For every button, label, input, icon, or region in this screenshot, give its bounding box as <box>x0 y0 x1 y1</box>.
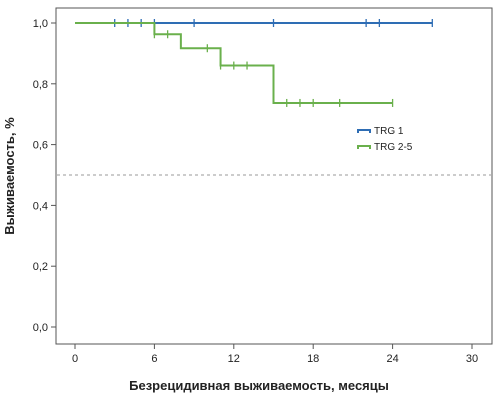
y-axis: 0,0 0,2 0,4 0,6 0,8 1,0 <box>33 18 56 334</box>
legend-swatch-1 <box>357 129 371 133</box>
y-tick-label: 0,0 <box>33 322 48 334</box>
plot-frame <box>55 7 493 345</box>
series-layer <box>75 19 433 107</box>
x-tick-label: 0 <box>72 353 78 365</box>
y-axis-title: Выживаемость, % <box>2 117 17 235</box>
x-axis-title: Безрецидивная выживаемость, месяцы <box>129 378 389 393</box>
legend-swatch-2 <box>357 145 371 149</box>
legend: TRG 1 TRG 2-5 <box>357 126 413 153</box>
x-tick-label: 24 <box>386 353 398 365</box>
legend-label-2: TRG 2-5 <box>374 142 413 153</box>
y-tick-label: 1,0 <box>33 18 48 30</box>
x-tick-label: 30 <box>466 353 478 365</box>
y-tick-label: 0,8 <box>33 79 48 91</box>
x-tick-label: 18 <box>307 353 319 365</box>
x-tick-label: 12 <box>228 353 240 365</box>
x-tick-label: 6 <box>151 353 157 365</box>
x-axis: 0 6 12 18 24 30 <box>72 344 478 365</box>
legend-label-1: TRG 1 <box>374 126 404 137</box>
y-tick-label: 0,6 <box>33 140 48 152</box>
y-tick-label: 0,2 <box>33 261 48 273</box>
y-tick-label: 0,4 <box>33 200 48 212</box>
series-line-2 <box>75 22 393 104</box>
